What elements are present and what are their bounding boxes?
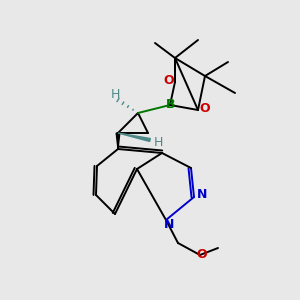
Text: N: N	[197, 188, 207, 202]
Polygon shape	[116, 133, 120, 149]
Text: B: B	[166, 98, 176, 112]
Text: N: N	[164, 218, 174, 232]
Text: O: O	[200, 103, 210, 116]
Text: H: H	[110, 88, 120, 101]
Text: O: O	[164, 74, 174, 88]
Polygon shape	[118, 133, 150, 142]
Text: O: O	[197, 248, 207, 260]
Text: H: H	[153, 136, 163, 148]
